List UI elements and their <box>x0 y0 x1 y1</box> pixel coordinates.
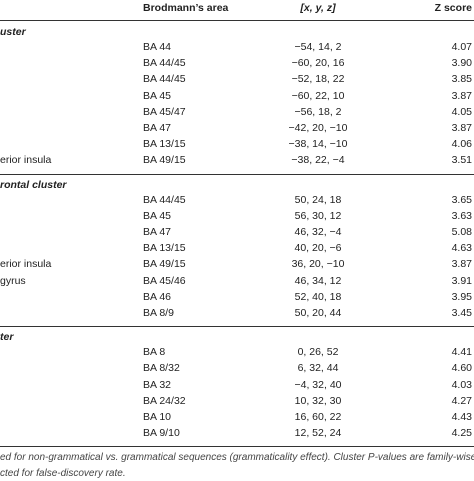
coords: 16, 60, 22 <box>294 411 342 423</box>
column-header: Brodmann’s area <box>143 2 229 14</box>
area: BA 44/45 <box>143 57 186 70</box>
area: BA 49/15 <box>143 258 186 271</box>
coords: 50, 24, 18 <box>294 193 342 206</box>
area: BA 46 <box>143 290 172 303</box>
area: BA 32 <box>143 378 172 391</box>
z-score: 3.51 <box>451 154 472 167</box>
coords: 12, 52, 24 <box>294 427 342 440</box>
column-header: Z score <box>434 2 472 14</box>
coords: −60, 22, 10 <box>291 89 345 102</box>
z-score: 3.45 <box>451 307 472 319</box>
z-score: 3.87 <box>451 122 472 134</box>
z-score: 4.43 <box>451 411 472 423</box>
z-score: 3.90 <box>451 57 472 70</box>
coords: 10, 32, 30 <box>294 394 342 407</box>
area: BA 47 <box>143 226 172 238</box>
coords: 56, 30, 12 <box>294 209 342 222</box>
section-rule <box>0 446 474 448</box>
z-score: 3.87 <box>451 258 472 271</box>
coords: −38, 22, −4 <box>291 154 345 167</box>
z-score: 4.27 <box>451 394 472 407</box>
z-score: 4.03 <box>451 378 472 391</box>
area: BA 49/15 <box>143 154 186 167</box>
column-header: [x, y, z] <box>300 2 336 14</box>
footnote: ed for non-grammatical vs. grammatical s… <box>0 452 474 463</box>
area: BA 44/45 <box>143 193 186 206</box>
area: BA 45/47 <box>143 105 186 118</box>
z-score: 4.63 <box>451 242 472 255</box>
z-score: 4.06 <box>451 138 472 151</box>
section-title: uster <box>0 26 26 38</box>
area: BA 8/32 <box>143 362 180 375</box>
area: BA 8/9 <box>143 307 174 319</box>
region: erior insula <box>0 258 52 271</box>
section-rule <box>0 173 474 175</box>
z-score: 3.87 <box>451 89 472 102</box>
z-score: 4.41 <box>451 346 472 359</box>
coords: 6, 32, 44 <box>297 362 339 375</box>
area: BA 45 <box>143 209 172 222</box>
section-title: rontal cluster <box>0 178 67 191</box>
area: BA 44 <box>143 41 172 53</box>
area: BA 10 <box>143 411 172 423</box>
area: BA 13/15 <box>143 242 186 255</box>
z-score: 4.60 <box>451 362 472 375</box>
region: gyrus <box>0 274 26 287</box>
coords: 36, 20, −10 <box>291 258 345 271</box>
z-score: 5.08 <box>451 226 472 238</box>
footnote: cted for false-discovery rate. <box>0 468 126 479</box>
section-rule <box>0 326 474 328</box>
z-score: 4.05 <box>451 105 472 118</box>
area: BA 13/15 <box>143 138 186 151</box>
z-score: 3.91 <box>451 274 472 287</box>
section-title: ter <box>0 331 14 344</box>
z-score: 3.85 <box>451 73 472 86</box>
coords: −60, 20, 16 <box>291 57 345 70</box>
coords: 52, 40, 18 <box>294 290 342 303</box>
coords: −38, 14, −10 <box>288 138 348 151</box>
area: BA 47 <box>143 122 172 134</box>
area: BA 45 <box>143 89 172 102</box>
area: BA 45/46 <box>143 274 186 287</box>
coords: 50, 20, 44 <box>294 307 342 319</box>
coords: −54, 14, 2 <box>294 41 342 53</box>
z-score: 3.95 <box>451 290 472 303</box>
region: erior insula <box>0 154 52 167</box>
z-score: 3.65 <box>451 193 472 206</box>
coords: −4, 32, 40 <box>294 378 342 391</box>
coords: 40, 20, −6 <box>294 242 342 255</box>
coords: −56, 18, 2 <box>294 105 342 118</box>
area: BA 24/32 <box>143 394 186 407</box>
area: BA 44/45 <box>143 73 186 86</box>
coords: 46, 32, −4 <box>294 226 342 238</box>
header-rule <box>0 20 474 21</box>
coords: 46, 34, 12 <box>294 274 342 287</box>
coords: −42, 20, −10 <box>288 122 348 134</box>
z-score: 4.07 <box>451 41 472 53</box>
coords: 0, 26, 52 <box>297 346 339 359</box>
z-score: 4.25 <box>451 427 472 440</box>
area: BA 8 <box>143 346 166 359</box>
coords: −52, 18, 22 <box>291 73 345 86</box>
area: BA 9/10 <box>143 427 180 440</box>
z-score: 3.63 <box>451 209 472 222</box>
